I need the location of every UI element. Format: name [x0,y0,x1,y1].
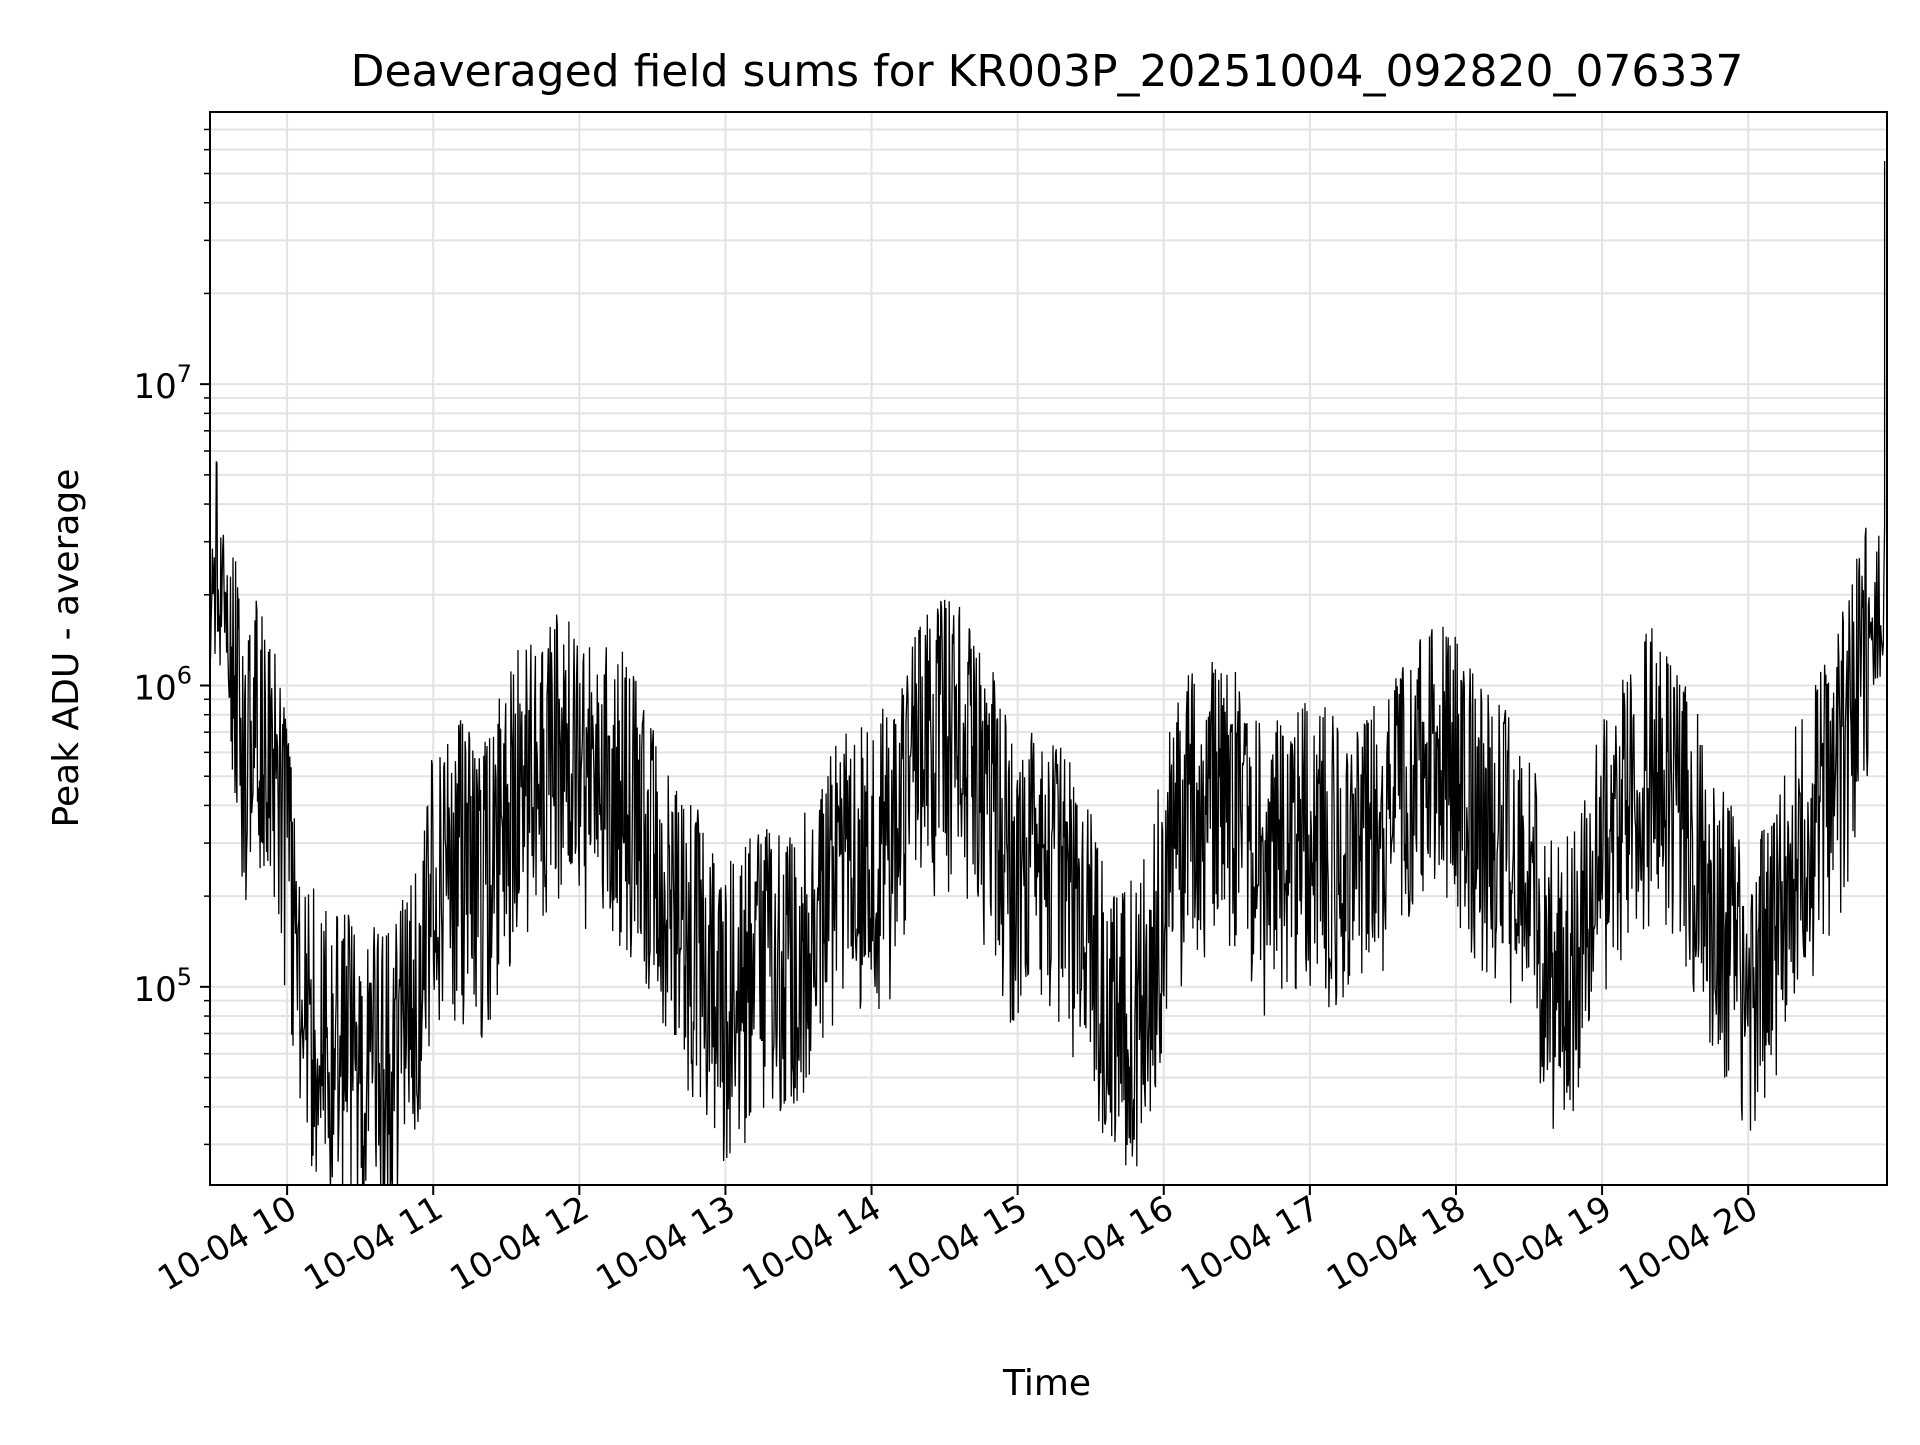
x-tick-label: 10-04 19 [1466,1188,1618,1299]
y-axis: 105 106 107 [133,128,210,1146]
x-tick-label: 10-04 15 [882,1188,1034,1299]
grid [210,112,1887,1185]
x-tick-label: 10-04 13 [590,1188,742,1299]
x-tick-label: 10-04 18 [1320,1188,1472,1299]
y-tick-label: 105 [133,963,192,1010]
x-axis-label: Time [1002,1363,1091,1404]
x-tick-label: 10-04 17 [1174,1188,1326,1299]
x-tick-label: 10-04 12 [443,1188,595,1299]
plot-area [210,161,1886,1185]
y-tick-label: 107 [133,360,192,407]
x-tick-label: 10-04 11 [297,1188,449,1299]
x-tick-label: 10-04 20 [1612,1188,1764,1299]
x-tick-label: 10-04 14 [736,1188,888,1299]
x-tick-label: 10-04 10 [151,1188,303,1299]
x-tick-label: 10-04 16 [1028,1188,1180,1299]
y-tick-label: 106 [133,661,192,708]
plot-frame [209,111,1888,1186]
series-line [210,161,1886,1185]
chart-title: Deaveraged field sums for KR003P_2025100… [351,46,1744,97]
y-axis-label: Peak ADU - average [46,469,87,828]
